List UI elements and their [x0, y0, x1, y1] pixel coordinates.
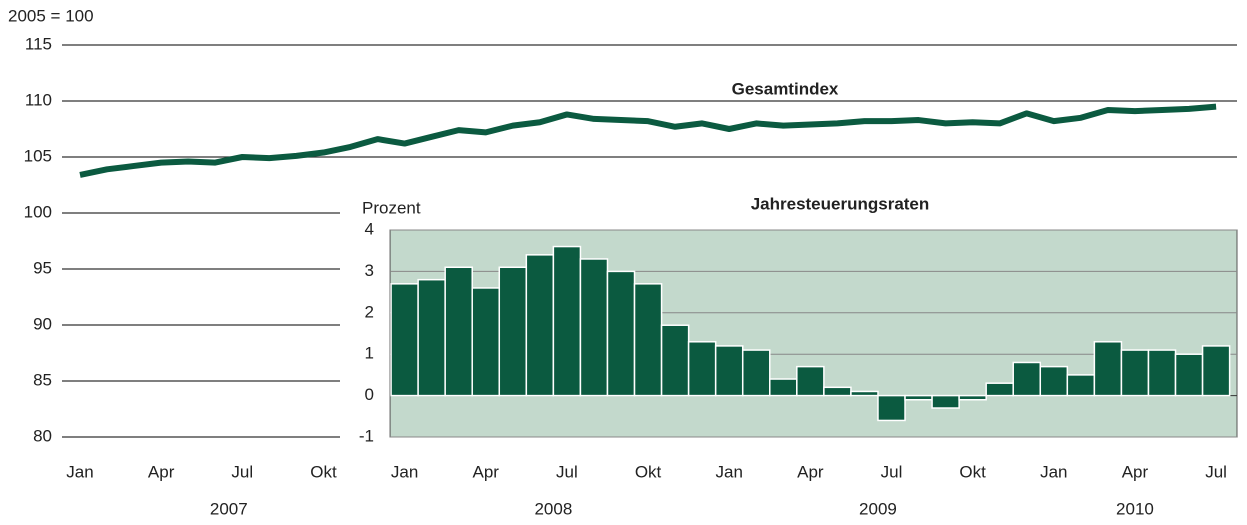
bar [390, 283, 419, 397]
bar [877, 394, 906, 422]
inset-y-axis-label: Prozent [362, 198, 421, 217]
line [79, 103, 1217, 178]
bar [471, 287, 501, 397]
year-label: 2008 [534, 499, 572, 518]
series-title: Gesamtindex [732, 79, 839, 98]
bar [931, 394, 960, 409]
bar [796, 365, 825, 397]
bar [1093, 341, 1123, 397]
bar [823, 386, 852, 397]
y-tick-label: 110 [25, 90, 52, 109]
inset-y-tick-label: 0 [365, 385, 374, 404]
bar [444, 266, 473, 397]
inset-y-tick-label: 3 [365, 261, 374, 280]
x-tick-label: Apr [148, 462, 175, 481]
bar [985, 382, 1014, 397]
inset-y-tick-label: 4 [365, 219, 374, 238]
y-tick-label: 95 [33, 258, 52, 277]
bar [741, 349, 771, 397]
year-label: 2009 [859, 499, 897, 518]
bar [1120, 349, 1150, 397]
inset-y-tick-label: -1 [359, 426, 374, 445]
bar [552, 245, 582, 397]
x-tick-label: Jan [391, 462, 418, 481]
bar [850, 390, 879, 397]
bar [606, 270, 636, 397]
bar [1066, 374, 1096, 397]
bar [904, 394, 933, 401]
x-tick-label: Jul [231, 462, 253, 481]
bar [958, 394, 987, 401]
x-tick-label: Okt [310, 462, 337, 481]
y-tick-label: 115 [25, 34, 52, 53]
inset-y-tick-label: 2 [365, 302, 374, 321]
bar [1012, 361, 1042, 397]
x-tick-label: Apr [1122, 462, 1149, 481]
x-tick-label: Jan [66, 462, 93, 481]
bar [660, 324, 690, 397]
bar [769, 378, 798, 397]
x-tick-label: Apr [473, 462, 500, 481]
x-tick-label: Apr [797, 462, 824, 481]
year-label: 2010 [1116, 499, 1154, 518]
x-tick-label: Jan [715, 462, 742, 481]
inset-y-tick-label: 1 [365, 344, 374, 363]
y-tick-label: 80 [33, 426, 52, 445]
y-tick-label: 100 [24, 202, 52, 221]
bar [498, 266, 528, 397]
bar [1039, 365, 1069, 397]
x-tick-label: Okt [635, 462, 662, 481]
x-tick-label: Jan [1040, 462, 1067, 481]
bar [687, 341, 717, 397]
bar [633, 283, 663, 397]
x-tick-label: Okt [959, 462, 986, 481]
y-tick-label: 85 [33, 370, 52, 389]
bar [525, 254, 555, 397]
bar [714, 345, 744, 397]
bar [1201, 345, 1231, 397]
y-tick-label: 105 [24, 146, 52, 165]
x-tick-label: Jul [556, 462, 578, 481]
year-label: 2007 [210, 499, 248, 518]
bar [417, 278, 446, 397]
bar [579, 258, 609, 397]
y-tick-label: 90 [33, 314, 52, 333]
x-tick-label: Jul [1205, 462, 1227, 481]
y-axis-label: 2005 = 100 [8, 6, 94, 25]
bar [1147, 349, 1177, 397]
inset-title: Jahresteuerungsraten [751, 194, 930, 213]
bar [1174, 353, 1204, 397]
x-tick-label: Jul [881, 462, 903, 481]
